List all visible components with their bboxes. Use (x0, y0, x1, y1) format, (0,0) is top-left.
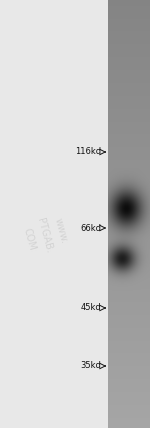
Text: 66kd: 66kd (80, 223, 101, 232)
Text: 45kd: 45kd (80, 303, 101, 312)
Text: 116kd: 116kd (75, 148, 101, 157)
Text: 35kd: 35kd (80, 362, 101, 371)
Text: www.
PTGAB.
COM: www. PTGAB. COM (20, 213, 70, 258)
